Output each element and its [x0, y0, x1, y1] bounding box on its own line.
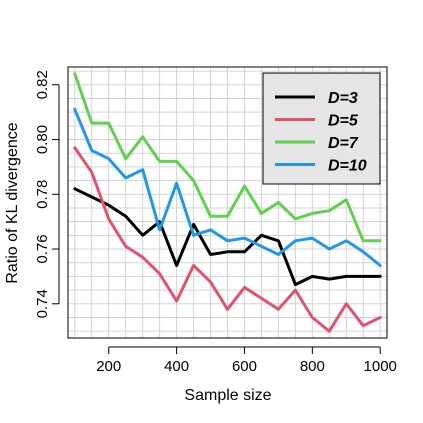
x-axis-title: Sample size	[184, 387, 271, 404]
y-tick-label: 0.82	[34, 70, 51, 99]
legend-label: D=5	[328, 113, 359, 130]
y-tick-label: 0.74	[34, 289, 51, 318]
x-tick-label: 600	[232, 358, 257, 375]
y-tick-label: 0.80	[34, 125, 51, 154]
legend-label: D=10	[328, 158, 367, 175]
series-lines	[73, 72, 382, 333]
y-tick-label: 0.78	[34, 180, 51, 209]
series-line-d-3	[73, 187, 382, 287]
y-tick-label: 0.76	[34, 234, 51, 263]
legend-label: D=7	[328, 135, 359, 152]
legend: D=3 D=5 D=7 D=10	[262, 72, 381, 185]
plot-frame	[67, 66, 388, 339]
series-line-d-7	[73, 72, 382, 243]
series-line-d-10	[73, 107, 382, 267]
x-tick-label: 400	[164, 358, 189, 375]
y-axis-title: Ratio of KL divergence	[4, 122, 21, 283]
x-tick-label: 200	[96, 358, 121, 375]
legend-label: D=3	[328, 90, 358, 107]
axes: 200 400 600 800 1000 0.74 0.76 0.78 0.80 0.82	[34, 70, 397, 375]
x-tick-label: 800	[300, 358, 325, 375]
series-line-d-5	[73, 146, 382, 333]
x-tick-label: 1000	[364, 358, 397, 375]
